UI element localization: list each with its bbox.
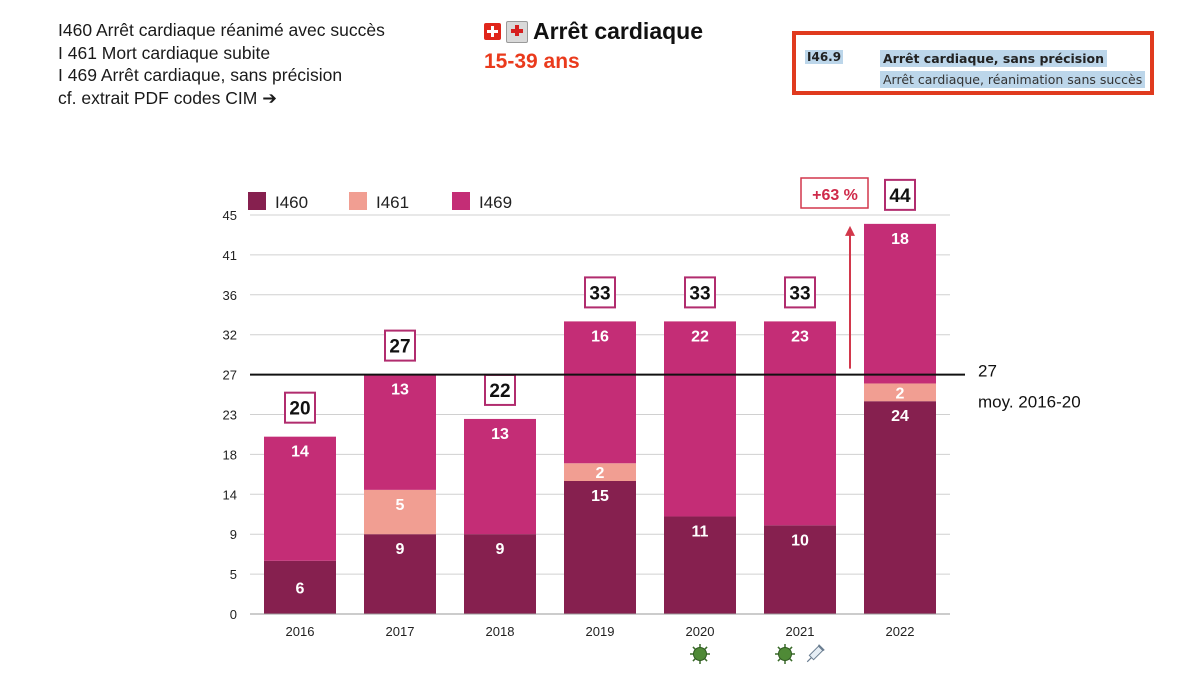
increase-annotation-label: +63 % [812, 187, 858, 204]
virus-icon [690, 644, 710, 664]
bar-segment-i469 [364, 374, 436, 490]
bar-value-label: 18 [891, 231, 909, 248]
total-value-label: 27 [389, 337, 410, 358]
bar-value-label: 13 [491, 426, 509, 443]
bar-value-label: 10 [791, 532, 809, 549]
title-block: Arrêt cardiaque 15-39 ans [484, 18, 703, 74]
x-tick-label: 2016 [286, 624, 315, 639]
bar-segment-i460 [864, 401, 936, 614]
x-tick-label: 2022 [886, 624, 915, 639]
bar-value-label: 13 [391, 382, 409, 399]
increase-annotation-box [800, 177, 869, 209]
bar-value-label: 9 [496, 541, 505, 558]
y-tick-label: 23 [223, 408, 237, 423]
x-tick-label: 2019 [586, 624, 615, 639]
syringe-icon [806, 644, 825, 663]
page-title: Arrêt cardiaque [533, 18, 704, 44]
code-line-i460: I460 Arrêt cardiaque réanimé avec succès [58, 20, 385, 40]
bar-segment-i461 [564, 463, 636, 481]
bar-segment-i469 [564, 321, 636, 464]
bar-segment-i460 [264, 560, 336, 614]
y-tick-label: 18 [223, 447, 237, 462]
total-value-label: 22 [489, 381, 510, 402]
bar-segment-i460 [564, 481, 636, 614]
bar-segment-i460 [664, 516, 736, 614]
bar-segment-i469 [264, 436, 336, 561]
legend-swatch-i460 [248, 192, 266, 210]
bar-segment-i469 [864, 223, 936, 384]
total-value-label: 44 [889, 186, 911, 207]
bar-value-label: 9 [396, 541, 405, 558]
legend-label-i461: I461 [376, 193, 409, 212]
code-line-i469: I 469 Arrêt cardiaque, sans précision [58, 65, 343, 85]
virus-icon [775, 644, 795, 664]
y-tick-label: 0 [230, 607, 237, 622]
bar-value-label: 2 [896, 385, 905, 402]
pdf-description-line1: Arrêt cardiaque, sans précision [880, 50, 1107, 67]
total-box [884, 178, 916, 211]
y-tick-label: 41 [223, 248, 237, 263]
bar-value-label: 2 [596, 465, 605, 482]
total-value-label: 33 [589, 283, 610, 304]
bar-value-label: 22 [691, 328, 709, 345]
total-box [684, 276, 716, 309]
pdf-code: I46.9 [805, 50, 844, 64]
bar-value-label: 15 [591, 488, 609, 505]
reference-line-value: 27 [978, 362, 997, 381]
bar-value-label: 5 [396, 497, 405, 514]
bar-segment-i460 [364, 534, 436, 614]
total-value-label: 33 [789, 283, 810, 304]
total-box [384, 329, 416, 362]
legend-label-i460: I460 [275, 193, 308, 212]
legend-swatch-i469 [452, 192, 470, 210]
total-box [284, 391, 316, 424]
total-value-label: 20 [289, 399, 310, 420]
code-line-i461: I 461 Mort cardiaque subite [58, 42, 271, 63]
x-tick-label: 2021 [786, 624, 815, 639]
bar-value-label: 16 [591, 328, 609, 345]
bar-segment-i469 [664, 321, 736, 517]
bar-segment-i460 [464, 534, 536, 614]
total-value-label: 33 [689, 283, 710, 304]
bar-value-label: 11 [692, 523, 709, 540]
bar-value-label: 23 [791, 328, 809, 345]
legend-label-i469: I469 [479, 193, 512, 212]
bar-segment-i469 [464, 418, 536, 535]
y-tick-label: 45 [223, 208, 237, 223]
total-box [584, 276, 616, 309]
increase-arrow-head [845, 225, 855, 236]
swiss-flag-icon [484, 23, 501, 40]
y-tick-label: 36 [223, 288, 237, 303]
y-tick-label: 9 [230, 527, 237, 542]
icd-code-list: I460 Arrêt cardiaque réanimé avec succès… [58, 19, 385, 109]
total-box [784, 276, 816, 309]
y-tick-label: 14 [223, 487, 237, 502]
hospital-icon [506, 20, 528, 43]
pdf-description-line2: Arrêt cardiaque, réanimation sans succès [880, 71, 1146, 88]
pdf-reference-line: cf. extrait PDF codes CIM ➔ [58, 87, 277, 108]
bar-segment-i461 [364, 489, 436, 535]
bar-value-label: 24 [891, 408, 909, 425]
x-tick-label: 2018 [486, 624, 515, 639]
reference-line-label: moy. 2016-20 [978, 393, 1081, 412]
y-tick-label: 27 [223, 368, 237, 383]
total-box [484, 373, 516, 406]
x-tick-label: 2017 [386, 624, 415, 639]
bar-segment-i461 [864, 383, 936, 402]
pdf-excerpt-box: I46.9 Arrêt cardiaque, sans précision Ar… [792, 31, 1154, 95]
bar-segment-i460 [764, 525, 836, 614]
age-group-subtitle: 15-39 ans [484, 50, 580, 73]
x-tick-label: 2020 [686, 624, 715, 639]
y-tick-label: 5 [230, 567, 237, 582]
bar-value-label: 14 [291, 444, 309, 461]
y-tick-label: 32 [223, 328, 237, 343]
legend-swatch-i461 [349, 192, 367, 210]
bar-segment-i469 [764, 321, 836, 526]
bar-value-label: 6 [296, 580, 305, 597]
